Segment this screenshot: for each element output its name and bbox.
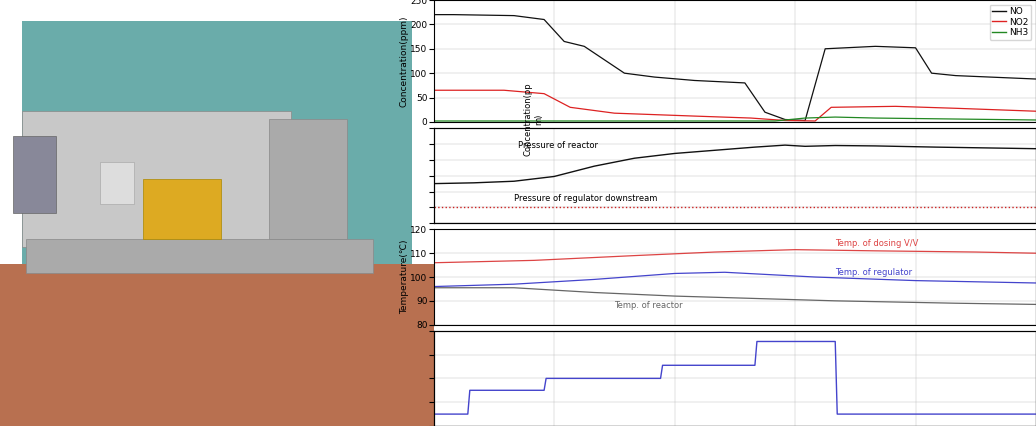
Y-axis label: Concentration(ppm): Concentration(ppm) xyxy=(400,15,409,107)
Text: Concentration(pp
m): Concentration(pp m) xyxy=(524,83,543,156)
Text: Temp. of dosing V/V: Temp. of dosing V/V xyxy=(835,239,919,248)
Text: Pressure of reactor: Pressure of reactor xyxy=(518,141,598,150)
Bar xyxy=(26,239,373,273)
Bar xyxy=(22,21,412,277)
Bar xyxy=(99,162,135,204)
Bar xyxy=(13,136,56,213)
Y-axis label: Temperature(℃): Temperature(℃) xyxy=(400,240,409,314)
Bar xyxy=(269,119,347,239)
Text: Pressure of regulator downstream: Pressure of regulator downstream xyxy=(514,194,658,203)
Text: Temp. of regulator: Temp. of regulator xyxy=(835,268,913,276)
Bar xyxy=(143,179,221,239)
Text: Temp. of reactor: Temp. of reactor xyxy=(614,301,683,310)
Legend: NO, NO2, NH3: NO, NO2, NH3 xyxy=(989,5,1032,40)
Bar xyxy=(22,111,290,247)
Bar xyxy=(0,264,434,426)
